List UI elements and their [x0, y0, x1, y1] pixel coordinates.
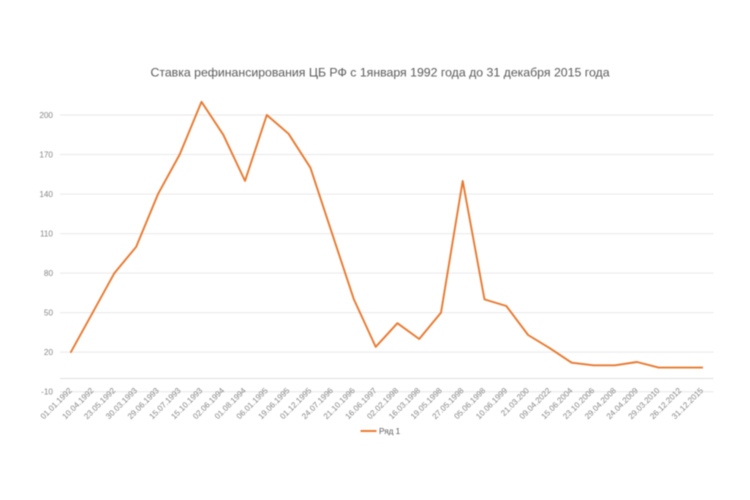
- svg-text:200: 200: [39, 111, 53, 120]
- svg-text:Ставка рефинансирования ЦБ РФ: Ставка рефинансирования ЦБ РФ с 1января …: [150, 66, 609, 80]
- svg-text:-10: -10: [41, 388, 53, 397]
- svg-text:110: 110: [40, 230, 53, 239]
- svg-text:140: 140: [39, 190, 53, 199]
- svg-text:80: 80: [44, 269, 54, 278]
- svg-text:170: 170: [39, 151, 53, 160]
- svg-text:Ряд 1: Ряд 1: [379, 427, 401, 436]
- svg-text:50: 50: [44, 309, 54, 318]
- svg-text:20: 20: [44, 348, 54, 357]
